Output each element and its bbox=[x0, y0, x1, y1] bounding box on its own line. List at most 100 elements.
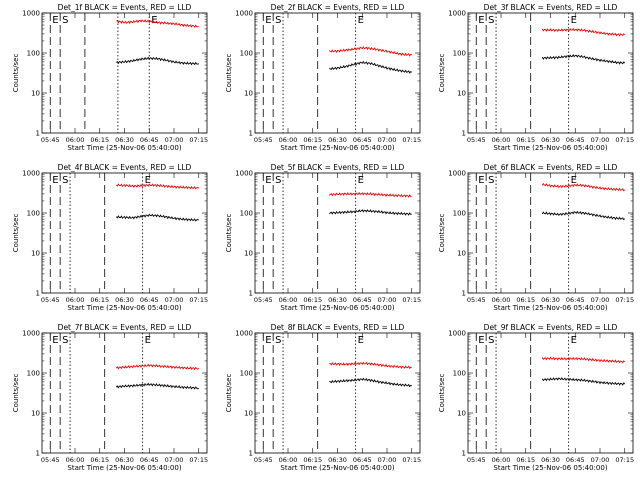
event-marker-label: E bbox=[265, 335, 271, 346]
x-axis-label: Start Time (25-Nov-06 05:40:00) bbox=[493, 464, 607, 472]
x-tick-label: 07:00 bbox=[378, 136, 397, 144]
lld-series-line bbox=[116, 19, 199, 28]
event-marker-label: E bbox=[358, 175, 364, 186]
y-tick-label: 1000 bbox=[448, 330, 466, 338]
y-tick-label: 10 bbox=[457, 90, 466, 98]
y-tick-label: 100 bbox=[453, 50, 466, 58]
event-marker-label: E bbox=[52, 335, 58, 346]
y-tick-label: 1 bbox=[36, 450, 40, 458]
x-tick-label: 06:00 bbox=[279, 296, 298, 304]
x-tick-label: 07:00 bbox=[378, 456, 397, 464]
x-tick-label: 05:45 bbox=[41, 296, 60, 304]
y-tick-label: 10 bbox=[244, 90, 253, 98]
lld-series-line bbox=[328, 46, 412, 57]
y-tick-label: 100 bbox=[453, 210, 466, 218]
y-tick-label: 1000 bbox=[22, 10, 40, 18]
event-marker-label: E bbox=[52, 15, 58, 26]
event-marker-label: E bbox=[571, 15, 577, 26]
panel-title: Det_4f BLACK = Events, RED = LLD bbox=[58, 163, 192, 172]
panel-title: Det_5f BLACK = Events, RED = LLD bbox=[271, 163, 405, 172]
y-axis-label: Counts/sec bbox=[225, 374, 233, 413]
lld-series-line bbox=[541, 356, 626, 364]
y-tick-label: 10 bbox=[31, 250, 40, 258]
y-tick-label: 1 bbox=[462, 130, 466, 138]
x-tick-label: 06:00 bbox=[492, 136, 511, 144]
x-tick-label: 07:00 bbox=[591, 136, 610, 144]
x-tick-label: 07:00 bbox=[591, 296, 610, 304]
event-marker-label: E bbox=[145, 175, 151, 186]
x-tick-label: 06:45 bbox=[353, 136, 372, 144]
x-tick-label: 06:15 bbox=[90, 456, 109, 464]
lld-series-line bbox=[328, 191, 412, 198]
x-tick-label: 06:45 bbox=[353, 296, 372, 304]
y-tick-label: 10 bbox=[457, 250, 466, 258]
y-tick-label: 1000 bbox=[448, 170, 466, 178]
x-axis-label: Start Time (25-Nov-06 05:40:00) bbox=[67, 304, 181, 312]
x-tick-label: 05:45 bbox=[254, 136, 273, 144]
y-axis-label: Counts/sec bbox=[225, 54, 233, 93]
x-tick-label: 06:00 bbox=[492, 296, 511, 304]
x-tick-label: 07:15 bbox=[402, 456, 421, 464]
x-tick-label: 07:15 bbox=[189, 456, 208, 464]
y-tick-label: 10 bbox=[31, 90, 40, 98]
y-axis-label: Counts/sec bbox=[12, 214, 20, 253]
x-tick-label: 07:00 bbox=[165, 136, 184, 144]
x-tick-label: 06:30 bbox=[328, 456, 347, 464]
event-marker-label: S bbox=[62, 15, 68, 26]
x-tick-label: 06:30 bbox=[115, 136, 134, 144]
x-axis-label: Start Time (25-Nov-06 05:40:00) bbox=[280, 144, 394, 152]
events-series-line bbox=[541, 54, 626, 65]
x-tick-label: 05:45 bbox=[467, 296, 486, 304]
panel-title: Det_6f BLACK = Events, RED = LLD bbox=[484, 163, 618, 172]
detector-panel-8: Det_8f BLACK = Events, RED = LLD 1 10 100 10… bbox=[225, 323, 421, 472]
x-tick-label: 07:15 bbox=[615, 456, 634, 464]
y-axis-label: Counts/sec bbox=[12, 54, 20, 93]
x-tick-label: 06:30 bbox=[328, 296, 347, 304]
events-series-line bbox=[541, 377, 626, 386]
plot-frame bbox=[467, 172, 634, 294]
detector-panel-5: Det_5f BLACK = Events, RED = LLD 1 10 100 10… bbox=[225, 163, 421, 312]
events-series-line bbox=[115, 213, 200, 222]
event-marker-label: E bbox=[571, 175, 577, 186]
y-axis-label: Counts/sec bbox=[438, 54, 446, 93]
x-tick-label: 05:45 bbox=[254, 296, 273, 304]
events-series-line bbox=[115, 382, 200, 390]
panel-title: Det_7f BLACK = Events, RED = LLD bbox=[58, 323, 192, 332]
event-marker-label: S bbox=[488, 15, 494, 26]
x-tick-label: 07:00 bbox=[591, 456, 610, 464]
detector-panel-4: Det_4f BLACK = Events, RED = LLD 1 10 100 10… bbox=[12, 163, 208, 312]
x-axis-label: Start Time (25-Nov-06 05:40:00) bbox=[493, 304, 607, 312]
x-tick-label: 06:00 bbox=[66, 136, 85, 144]
y-tick-label: 1000 bbox=[235, 330, 253, 338]
y-tick-label: 1 bbox=[462, 290, 466, 298]
y-tick-label: 1000 bbox=[448, 10, 466, 18]
x-tick-label: 06:45 bbox=[566, 296, 585, 304]
event-marker-label: S bbox=[275, 335, 281, 346]
event-marker-label: S bbox=[62, 335, 68, 346]
x-tick-label: 07:15 bbox=[189, 136, 208, 144]
lld-series-line bbox=[541, 182, 626, 192]
lld-series-line bbox=[329, 361, 412, 370]
x-tick-label: 06:15 bbox=[90, 296, 109, 304]
event-marker-label: S bbox=[488, 335, 494, 346]
panel-title: Det_3f BLACK = Events, RED = LLD bbox=[484, 3, 618, 12]
events-series-line bbox=[115, 56, 199, 66]
x-tick-label: 06:45 bbox=[566, 136, 585, 144]
event-marker-label: E bbox=[52, 175, 58, 186]
x-axis-label: Start Time (25-Nov-06 05:40:00) bbox=[280, 464, 394, 472]
y-tick-label: 1 bbox=[249, 130, 253, 138]
x-tick-label: 06:45 bbox=[566, 456, 585, 464]
lld-series-line bbox=[541, 27, 626, 37]
x-tick-label: 05:45 bbox=[467, 136, 486, 144]
x-tick-label: 06:30 bbox=[115, 456, 134, 464]
x-tick-label: 06:15 bbox=[303, 296, 322, 304]
x-tick-label: 06:45 bbox=[140, 136, 159, 144]
event-marker-label: E bbox=[358, 15, 364, 26]
y-tick-label: 1000 bbox=[235, 170, 253, 178]
y-tick-label: 1 bbox=[249, 290, 253, 298]
event-marker-label: S bbox=[275, 175, 281, 186]
y-tick-label: 100 bbox=[240, 210, 253, 218]
x-tick-label: 06:15 bbox=[516, 296, 535, 304]
x-tick-label: 06:30 bbox=[541, 136, 560, 144]
